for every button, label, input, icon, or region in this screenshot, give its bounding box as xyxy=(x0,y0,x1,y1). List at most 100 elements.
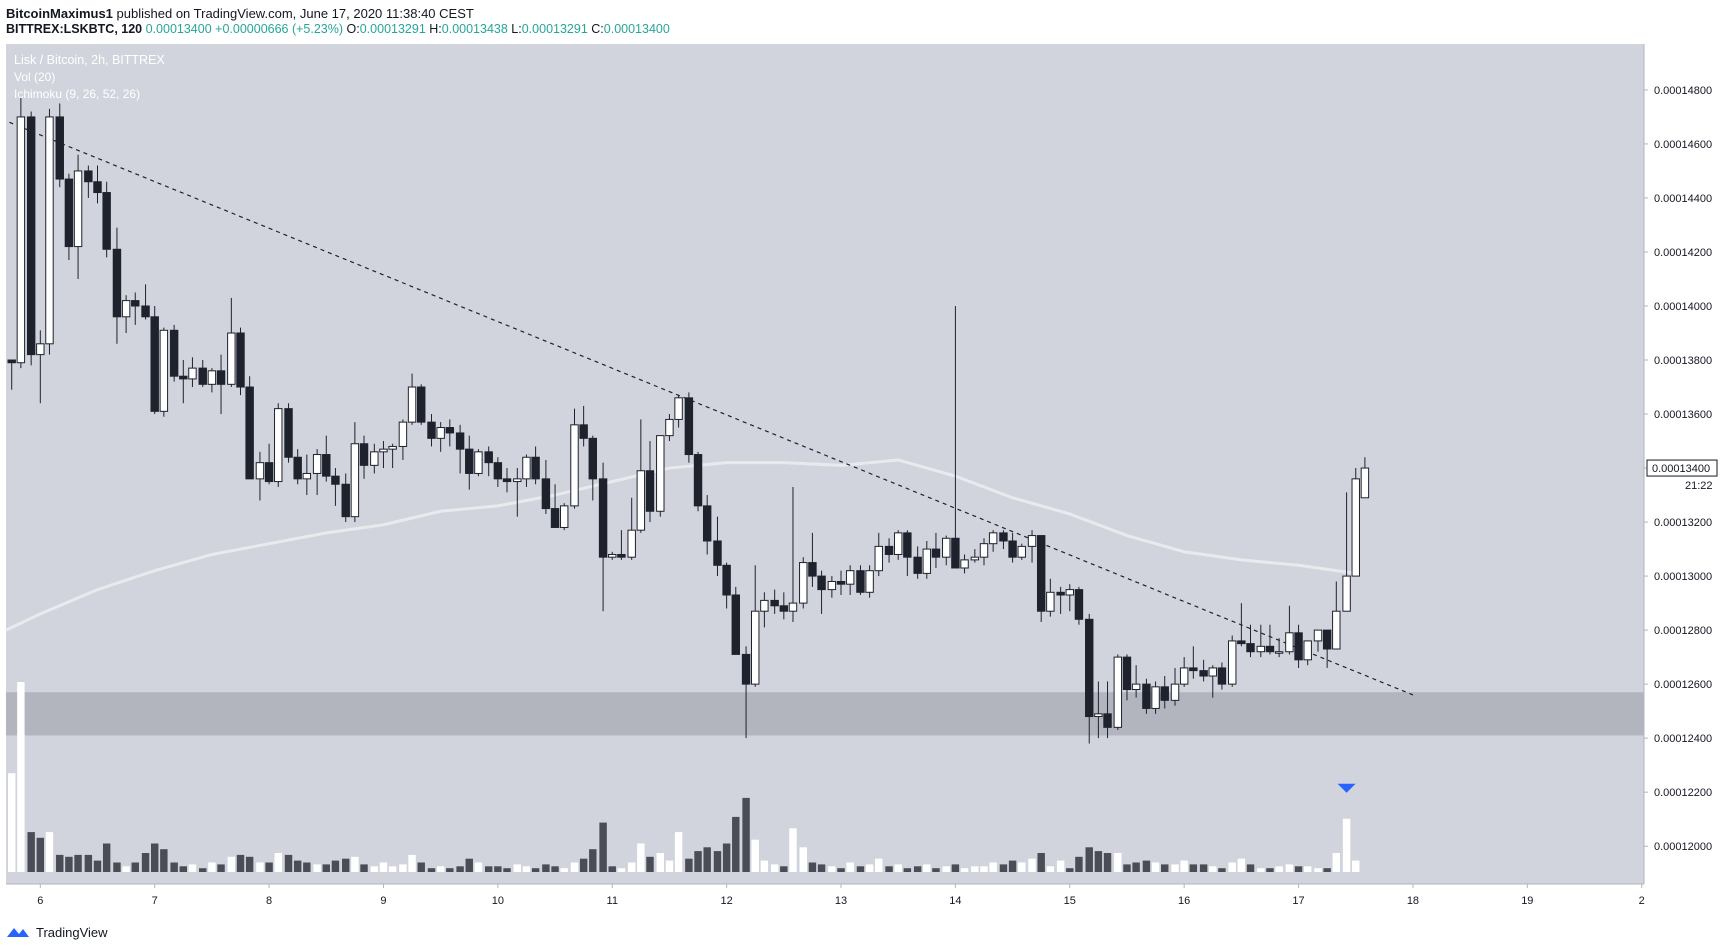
volume-bar xyxy=(65,856,73,872)
volume-bar xyxy=(703,847,711,872)
chart-area[interactable]: Lisk / Bitcoin, 2h, BITTREX Vol (20) Ich… xyxy=(0,44,1731,918)
candle-body xyxy=(55,116,64,180)
candle-body xyxy=(808,562,817,577)
candle-body xyxy=(751,610,760,685)
high-label: H: xyxy=(429,22,442,36)
volume-bar xyxy=(236,854,245,872)
volume-bar xyxy=(322,864,330,872)
volume-bar xyxy=(722,843,731,872)
symbol-label: BITTREX:LSKBTC, 120 xyxy=(6,22,143,36)
moving-average-line xyxy=(5,458,1356,632)
candle-body xyxy=(608,553,617,558)
candle-body xyxy=(274,408,283,483)
candle-body xyxy=(216,370,226,385)
volume-bar xyxy=(160,849,168,872)
volume-bar xyxy=(1008,860,1017,872)
volume-bar xyxy=(1018,862,1026,872)
tradingview-logo-icon[interactable] xyxy=(6,925,30,939)
volume-bar xyxy=(894,864,902,872)
candle-body xyxy=(1313,629,1323,642)
candle-body xyxy=(693,454,703,507)
time-tick-label: 15 xyxy=(1064,895,1076,907)
candle-body xyxy=(988,532,998,545)
volume-bar xyxy=(989,862,997,872)
candle-body xyxy=(665,418,674,437)
candle-body xyxy=(845,570,855,585)
candle-body xyxy=(312,454,322,474)
candle-body xyxy=(1227,640,1237,685)
volume-bar xyxy=(342,858,350,872)
candle-body xyxy=(264,462,274,483)
indicator-volume: Vol (20) xyxy=(14,70,55,84)
volume-bar xyxy=(199,868,207,872)
time-tick-label: 11 xyxy=(607,895,618,907)
volume-bar xyxy=(1171,864,1179,872)
price-chart[interactable]: Lisk / Bitcoin, 2h, BITTREX Vol (20) Ich… xyxy=(0,44,1731,918)
candle-body xyxy=(1322,629,1332,650)
price-tick-label: 0.00014200 xyxy=(1654,247,1712,259)
volume-bar xyxy=(427,868,436,872)
volume-bar xyxy=(208,862,216,872)
volume-bar xyxy=(1332,853,1341,872)
candle-body xyxy=(370,451,379,466)
volume-bar xyxy=(1123,864,1131,872)
volume-bar xyxy=(542,864,550,872)
candle-body xyxy=(1208,667,1217,677)
chart-title: Lisk / Bitcoin, 2h, BITTREX xyxy=(14,53,165,67)
open-label: O: xyxy=(346,22,360,36)
volume-bar xyxy=(589,849,597,872)
candle-body xyxy=(121,300,131,318)
volume-bar xyxy=(1209,866,1217,872)
candle-body xyxy=(1285,632,1294,653)
volume-bar xyxy=(45,832,54,872)
volume-bar xyxy=(674,832,683,872)
candle-body xyxy=(188,367,197,380)
volume-bar xyxy=(436,866,445,872)
candle-body xyxy=(1027,535,1037,547)
volume-layer xyxy=(8,682,1360,872)
volume-bar xyxy=(227,856,236,872)
volume-bar xyxy=(484,866,493,872)
candle-body xyxy=(570,424,579,507)
volume-bar xyxy=(456,866,464,872)
candle-body xyxy=(722,564,731,596)
volume-bar xyxy=(560,868,568,872)
candle-body xyxy=(827,580,837,591)
volume-bar xyxy=(274,853,282,872)
volume-bar xyxy=(1189,864,1198,872)
candle-body xyxy=(913,556,922,574)
volume-bar xyxy=(1085,847,1093,872)
author-name[interactable]: BitcoinMaximus1 xyxy=(6,6,113,21)
volume-bar xyxy=(170,862,178,872)
volume-bar xyxy=(1352,860,1360,872)
candle-body xyxy=(550,508,560,528)
volume-bar xyxy=(885,866,893,872)
time-tick-label: 12 xyxy=(721,895,733,907)
candle-body xyxy=(1179,667,1189,685)
time-tick-label: 6 xyxy=(37,895,43,907)
candle-body xyxy=(1237,640,1246,645)
volume-bar xyxy=(56,854,64,872)
candle-body xyxy=(1351,478,1360,577)
candle-body xyxy=(942,537,951,558)
volume-bar xyxy=(770,864,779,872)
candle-body xyxy=(588,437,598,480)
candle-body xyxy=(1036,535,1046,612)
candle-body xyxy=(799,562,808,604)
volume-bar xyxy=(256,862,264,872)
footer-brand[interactable]: TradingView xyxy=(36,924,108,940)
time-tick-label: 7 xyxy=(152,895,158,907)
candle-body xyxy=(702,505,712,542)
volume-bar xyxy=(817,864,826,872)
volume-bar xyxy=(1046,866,1055,872)
candle-body xyxy=(1094,713,1103,718)
candle-body xyxy=(1074,589,1084,620)
candle-body xyxy=(16,116,26,364)
candle-body xyxy=(788,602,798,612)
candle-body xyxy=(455,432,465,450)
price-tick-label: 0.00013800 xyxy=(1654,355,1712,367)
volume-bar xyxy=(951,864,960,872)
volume-bar xyxy=(1303,866,1312,872)
candle-body xyxy=(1103,713,1112,728)
volume-bar xyxy=(627,862,636,872)
